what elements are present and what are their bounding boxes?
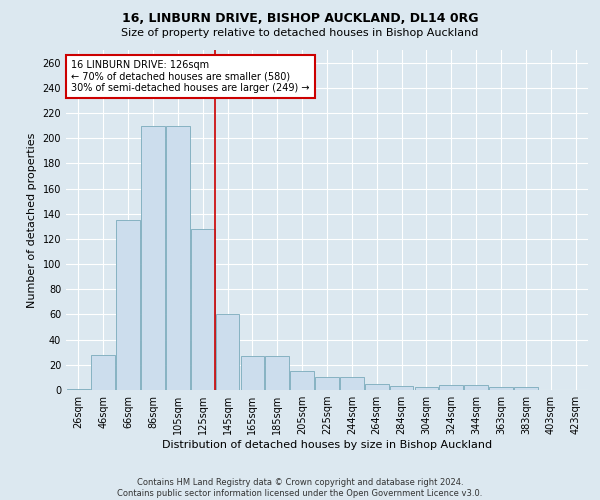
Bar (265, 356, 289, 390)
Bar (464, 385, 488, 390)
Bar (166, 126, 190, 390)
Bar (365, 384, 389, 390)
Bar (390, 386, 413, 390)
Bar (216, 314, 239, 390)
Bar (67, 388, 90, 390)
Bar (116, 220, 140, 390)
Text: Contains HM Land Registry data © Crown copyright and database right 2024.
Contai: Contains HM Land Registry data © Crown c… (118, 478, 482, 498)
Y-axis label: Number of detached properties: Number of detached properties (27, 132, 37, 308)
Bar (191, 229, 215, 390)
Bar (315, 378, 339, 390)
Bar (415, 388, 438, 390)
Bar (340, 378, 364, 390)
Bar (141, 126, 165, 390)
Text: Size of property relative to detached houses in Bishop Auckland: Size of property relative to detached ho… (121, 28, 479, 38)
Bar (290, 371, 314, 390)
Bar (439, 385, 463, 390)
Bar (91, 354, 115, 390)
Bar (489, 388, 513, 390)
Bar (514, 388, 538, 390)
Bar (241, 356, 264, 390)
Text: 16 LINBURN DRIVE: 126sqm
← 70% of detached houses are smaller (580)
30% of semi-: 16 LINBURN DRIVE: 126sqm ← 70% of detach… (71, 60, 310, 94)
Text: 16, LINBURN DRIVE, BISHOP AUCKLAND, DL14 0RG: 16, LINBURN DRIVE, BISHOP AUCKLAND, DL14… (122, 12, 478, 26)
X-axis label: Distribution of detached houses by size in Bishop Auckland: Distribution of detached houses by size … (162, 440, 492, 450)
